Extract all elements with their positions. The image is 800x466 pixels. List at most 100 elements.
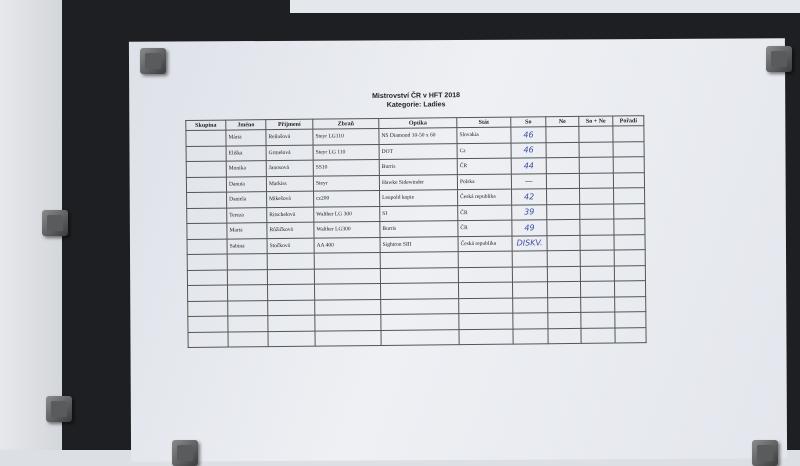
empty-cell <box>512 297 548 314</box>
empty-cell <box>547 312 581 329</box>
empty-cell <box>580 250 615 266</box>
cell-optika: DOT <box>379 143 458 160</box>
cell-poradi <box>613 218 645 235</box>
cell-poradi <box>613 141 645 158</box>
cell-ne <box>546 172 580 189</box>
cell-sone <box>579 188 614 204</box>
cell-so: — <box>511 173 547 190</box>
cell-prijmeni: Stočková <box>267 237 315 254</box>
cell-ne <box>546 188 580 205</box>
empty-cell <box>458 251 513 268</box>
empty-cell <box>314 252 381 269</box>
empty-cell <box>187 316 228 332</box>
cell-skupina <box>186 207 227 224</box>
cell-stat: Cz <box>457 142 512 159</box>
magnet <box>172 440 198 466</box>
empty-cell <box>458 282 513 299</box>
cell-optika: Burris <box>379 220 459 237</box>
cell-prijmeni: Janosová <box>266 160 314 177</box>
cell-stat: Polska <box>457 173 512 190</box>
cell-so: 42 <box>511 188 547 205</box>
upper-paper <box>290 0 800 13</box>
empty-cell <box>580 327 616 344</box>
empty-cell <box>267 315 315 332</box>
column-header: Příjmení <box>265 119 313 130</box>
cell-sone <box>579 234 615 251</box>
column-header: Ne <box>545 116 579 127</box>
cell-skupina <box>186 145 227 162</box>
cell-optika: Sightron SIII <box>380 236 459 253</box>
cell-ne <box>546 141 580 158</box>
cell-so: DISKV. <box>512 235 548 252</box>
magnet <box>140 48 166 74</box>
empty-cell <box>227 331 269 348</box>
results-table: Skupina Jméno Příjmení Zbraň Optika Stát So Ne S… <box>185 115 647 348</box>
cell-optika: Hawke Sidewinder <box>379 174 458 191</box>
cell-zbran: SS10 <box>313 159 380 176</box>
cell-zbran: cz200 <box>313 190 380 207</box>
empty-cell <box>380 313 459 330</box>
cell-ne <box>546 234 581 251</box>
cell-optika: Leupold kopie <box>379 189 458 206</box>
cell-sone <box>579 157 614 173</box>
empty-cell <box>580 296 615 313</box>
empty-cell <box>580 281 615 297</box>
cell-ne <box>546 203 580 220</box>
cell-zbran: Steyr LG 110 <box>313 143 380 161</box>
cell-so: 46 <box>511 142 547 159</box>
cell-ne <box>545 126 580 143</box>
cell-skupina <box>185 130 227 146</box>
cell-so: 49 <box>511 219 547 236</box>
empty-cell <box>380 329 460 346</box>
cell-jmeno: Eliška <box>226 145 267 162</box>
results-sheet: Mistrovství ČR v HFT 2018 Kategorie: Lad… <box>185 89 650 348</box>
column-header: Zbraň <box>312 118 379 130</box>
cell-zbran: Walther LG300 <box>313 221 381 238</box>
cell-zbran: Steyr LG110 <box>312 128 380 145</box>
cell-prijmeni: Reňušová <box>265 129 314 146</box>
empty-cell <box>227 253 268 270</box>
cell-optika: Burris <box>379 158 458 175</box>
cell-stat: Česká republika <box>457 189 512 206</box>
cell-skupina <box>186 176 227 193</box>
cell-poradi <box>613 187 645 204</box>
empty-cell <box>580 312 615 328</box>
cell-sone <box>579 219 614 235</box>
empty-cell <box>314 267 381 285</box>
empty-cell <box>227 315 268 332</box>
empty-cell <box>512 250 548 267</box>
cell-stat: Česká republika <box>458 235 513 252</box>
cell-skupina <box>186 161 227 177</box>
empty-cell <box>380 267 459 284</box>
empty-cell <box>458 297 513 314</box>
cell-sone <box>578 126 614 142</box>
empty-cell <box>580 265 615 282</box>
empty-cell <box>314 283 381 300</box>
cell-stat: ČR <box>457 204 512 221</box>
empty-cell <box>614 280 646 297</box>
empty-cell <box>614 249 646 266</box>
column-header: Jméno <box>225 119 266 131</box>
empty-cell <box>267 268 315 285</box>
cell-stat: ČR <box>457 158 512 175</box>
column-header: Pořadí <box>612 115 644 127</box>
column-header: Skupina <box>185 120 226 131</box>
cell-jmeno: Daniela <box>226 191 267 208</box>
magnet <box>752 440 778 466</box>
empty-cell <box>512 266 548 283</box>
empty-cell <box>512 281 548 298</box>
cell-prijmeni: Markiss <box>266 175 314 192</box>
cell-jmeno: Marta <box>226 222 268 239</box>
empty-cell <box>614 265 646 282</box>
cell-sone <box>579 141 614 158</box>
empty-cell <box>547 296 581 313</box>
cell-jmeno: Monika <box>226 160 267 177</box>
empty-cell <box>187 300 228 317</box>
cell-prijmeni: Ritschelová <box>266 206 314 223</box>
empty-cell <box>314 298 381 316</box>
empty-cell <box>187 269 228 286</box>
cell-ne <box>546 219 580 236</box>
empty-cell <box>227 269 268 286</box>
cell-optika: NS Diamond 10-50 x 60 <box>378 127 458 144</box>
cell-poradi <box>613 203 645 220</box>
